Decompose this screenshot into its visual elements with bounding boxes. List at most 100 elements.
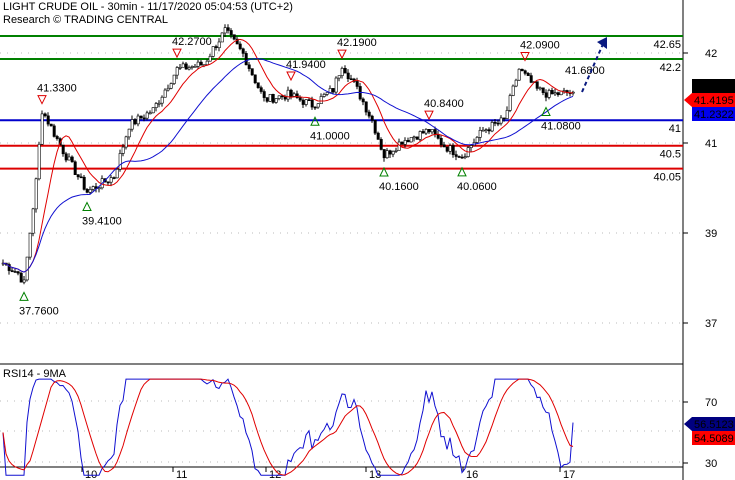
candle-body: [127, 128, 131, 138]
candle-body: [364, 101, 368, 113]
candle-body: [394, 149, 398, 152]
candle-body: [235, 38, 239, 45]
candle-body: [7, 264, 11, 271]
candle-body: [484, 129, 488, 131]
up-triangle-icon: [457, 166, 467, 177]
fast-ma-tag: 41.4195: [694, 95, 734, 107]
candle-body: [271, 94, 275, 103]
candle-body: [412, 136, 416, 139]
candle-body: [181, 63, 185, 68]
candle-body: [511, 85, 515, 96]
down-triangle-icon: [172, 48, 182, 59]
candle-body: [79, 176, 83, 179]
last-price-tag-bg: [692, 79, 735, 93]
candle-body: [325, 92, 329, 95]
candle-body: [85, 189, 89, 193]
fast-ma-line: [2, 38, 574, 273]
candle-body: [409, 137, 413, 143]
candle-body: [337, 75, 341, 79]
candle-body: [451, 145, 455, 155]
candle-body: [259, 87, 263, 92]
candle-body: [439, 138, 443, 146]
slow-ma-line: [2, 58, 574, 273]
annotation-low-label: 41.0800: [541, 121, 581, 133]
candle-body: [319, 96, 323, 105]
annotation-low-label: 39.4100: [82, 216, 122, 228]
candle-body: [67, 156, 71, 161]
candle-body: [73, 161, 77, 175]
annotation-low-label: 41.0000: [310, 130, 350, 142]
candle-body: [190, 66, 194, 68]
candle-body: [460, 156, 464, 159]
candle-body: [382, 149, 386, 159]
candle-body: [37, 143, 41, 180]
candle-body: [463, 156, 467, 158]
candle-body: [214, 46, 218, 49]
candle-body: [274, 98, 278, 103]
candle-body: [391, 151, 395, 155]
candle-body: [388, 150, 392, 155]
candle-body: [148, 112, 152, 115]
candle-body: [361, 98, 365, 103]
candle-body: [82, 176, 86, 190]
level-label: 40.5: [660, 149, 681, 161]
rsi-tick-label: 70: [705, 397, 717, 409]
last-price-tag: 41.55: [694, 81, 722, 93]
candle-body: [517, 68, 521, 81]
candle-body: [91, 186, 95, 190]
candle-body: [223, 27, 227, 34]
candle-body: [526, 73, 530, 76]
candle-body: [433, 129, 437, 135]
rsi-value-tag: 56.5123: [694, 419, 734, 431]
candle-body: [430, 129, 434, 133]
level-label: 40.05: [653, 172, 681, 184]
level-label: 42.65: [653, 39, 681, 51]
candle-body: [154, 103, 158, 108]
candle-body: [556, 92, 560, 96]
down-triangle-icon: [424, 110, 434, 121]
candle-body: [163, 89, 167, 98]
candle-body: [307, 99, 311, 101]
candle-body: [505, 110, 509, 119]
candle-body: [178, 66, 182, 69]
candle-body: [295, 93, 299, 99]
candle-body: [112, 177, 116, 179]
up-triangle-icon: [82, 201, 92, 212]
candle-body: [10, 270, 14, 272]
candle-body: [427, 129, 431, 133]
candle-body: [331, 88, 335, 93]
candle-body: [133, 119, 137, 125]
rsi-title: RSI14 - 9MA: [3, 368, 67, 380]
candle-body: [478, 130, 482, 138]
candle-body: [547, 90, 551, 98]
candle-body: [535, 81, 539, 89]
candle-body: [343, 68, 347, 74]
annotation-high-label: 42.1900: [337, 37, 377, 49]
candle-body: [61, 144, 65, 155]
candle-body: [448, 145, 452, 152]
candle-body: [40, 113, 44, 145]
candle-body: [529, 75, 533, 83]
candle-body: [52, 125, 56, 137]
candle-body: [145, 112, 149, 119]
candle-body: [229, 30, 233, 35]
x-tick-label: 10: [85, 469, 97, 480]
candle-body: [469, 145, 473, 148]
candle-body: [175, 67, 179, 76]
candle-body: [493, 122, 497, 124]
down-triangle-icon: [37, 95, 47, 105]
candle-body: [523, 70, 527, 74]
candle-body: [379, 139, 383, 150]
candle-body: [187, 67, 191, 70]
rsi-ma-tag-bg: [692, 431, 735, 445]
annotation-high-label: 42.2700: [172, 36, 212, 48]
slow-ma-tag-bg: [692, 107, 735, 121]
x-tick-label: 17: [563, 469, 575, 480]
candle-body: [544, 92, 548, 98]
candle-body: [346, 72, 350, 79]
candle-body: [238, 43, 242, 50]
candle-body: [310, 99, 314, 108]
candle-body: [436, 134, 440, 139]
candle-body: [34, 178, 38, 210]
